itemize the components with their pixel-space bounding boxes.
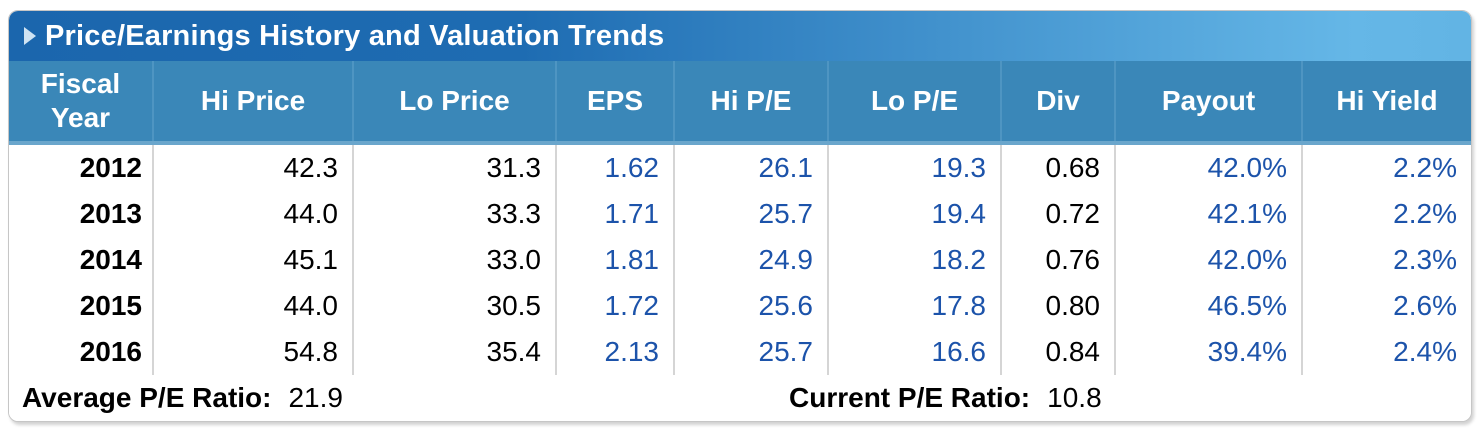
table-row: 2014 45.1 33.0 1.81 24.9 18.2 0.76 42.0% 2.3%: [9, 237, 1471, 283]
cell-lo-price: 30.5: [353, 283, 557, 329]
cell-hi-yield: 2.2%: [1302, 191, 1471, 237]
panel-title: Price/Earnings History and Valuation Tre…: [45, 19, 665, 52]
cell-eps: 1.81: [556, 237, 675, 283]
cell-hi-price: 44.0: [153, 283, 354, 329]
cell-payout: 42.0%: [1115, 237, 1303, 283]
cell-fiscal-year: 2012: [9, 143, 154, 191]
ratio-summary-row: Average P/E Ratio: 21.9 Current P/E Rati…: [9, 375, 1471, 421]
cell-payout: 46.5%: [1115, 283, 1303, 329]
panel-title-bar[interactable]: Price/Earnings History and Valuation Tre…: [9, 11, 1471, 61]
column-header-div: Div: [1000, 61, 1115, 145]
cell-hi-yield: 2.4%: [1302, 329, 1471, 375]
cell-hi-pe: 26.1: [674, 143, 829, 191]
table-row: 2013 44.0 33.3 1.71 25.7 19.4 0.72 42.1% 2.2%: [9, 191, 1471, 237]
column-header-eps: EPS: [555, 61, 674, 145]
header-row: Fiscal Year Hi Price Lo Price EPS Hi P/E…: [9, 61, 1471, 145]
average-pe-label: Average P/E Ratio:: [22, 382, 272, 413]
cell-lo-price: 33.0: [353, 237, 557, 283]
cell-fiscal-year: 2013: [9, 191, 154, 237]
cell-lo-pe: 16.6: [828, 329, 1002, 375]
current-pe-label: Current P/E Ratio:: [789, 382, 1031, 413]
cell-hi-yield: 2.6%: [1302, 283, 1471, 329]
cell-eps: 2.13: [556, 329, 675, 375]
cell-hi-pe: 25.7: [674, 191, 829, 237]
column-header-payout: Payout: [1114, 61, 1302, 145]
cell-hi-yield: 2.2%: [1302, 143, 1471, 191]
table-row: 2015 44.0 30.5 1.72 25.6 17.8 0.80 46.5% 2.6%: [9, 283, 1471, 329]
cell-fiscal-year: 2016: [9, 329, 154, 375]
cell-lo-pe: 17.8: [828, 283, 1002, 329]
table-header: Fiscal Year Hi Price Lo Price EPS Hi P/E…: [9, 61, 1471, 145]
cell-payout: 39.4%: [1115, 329, 1303, 375]
cell-div: 0.80: [1001, 283, 1116, 329]
column-header-fiscal-year: Fiscal Year: [9, 61, 153, 145]
cell-hi-pe: 25.7: [674, 329, 829, 375]
cell-lo-pe: 19.3: [828, 143, 1002, 191]
cell-hi-pe: 25.6: [674, 283, 829, 329]
cell-eps: 1.71: [556, 191, 675, 237]
column-header-lo-pe: Lo P/E: [827, 61, 1001, 145]
cell-hi-pe: 24.9: [674, 237, 829, 283]
cell-lo-pe: 18.2: [828, 237, 1002, 283]
column-header-lo-price: Lo Price: [352, 61, 556, 145]
table-row: 2016 54.8 35.4 2.13 25.7 16.6 0.84 39.4% 2.4%: [9, 329, 1471, 375]
column-header-hi-pe: Hi P/E: [673, 61, 828, 145]
current-pe-group: Current P/E Ratio: 10.8: [789, 375, 1102, 421]
pe-history-table: Fiscal Year Hi Price Lo Price EPS Hi P/E…: [9, 61, 1471, 375]
cell-eps: 1.62: [556, 143, 675, 191]
cell-fiscal-year: 2015: [9, 283, 154, 329]
current-pe-value: 10.8: [1047, 382, 1102, 413]
column-header-hi-yield: Hi Yield: [1301, 61, 1471, 145]
cell-lo-pe: 19.4: [828, 191, 1002, 237]
cell-hi-price: 45.1: [153, 237, 354, 283]
cell-div: 0.76: [1001, 237, 1116, 283]
cell-payout: 42.1%: [1115, 191, 1303, 237]
column-header-hi-price: Hi Price: [152, 61, 353, 145]
cell-hi-price: 42.3: [153, 143, 354, 191]
cell-hi-price: 54.8: [153, 329, 354, 375]
table-body: 2012 42.3 31.3 1.62 26.1 19.3 0.68 42.0% 2.2% 201…: [9, 143, 1471, 375]
average-pe-value: 21.9: [288, 382, 343, 413]
cell-eps: 1.72: [556, 283, 675, 329]
cell-lo-price: 31.3: [353, 143, 557, 191]
cell-lo-price: 33.3: [353, 191, 557, 237]
valuation-trends-panel: Price/Earnings History and Valuation Tre…: [8, 10, 1472, 422]
expander-triangle-icon: [24, 27, 36, 45]
cell-hi-yield: 2.3%: [1302, 237, 1471, 283]
cell-hi-price: 44.0: [153, 191, 354, 237]
cell-fiscal-year: 2014: [9, 237, 154, 283]
cell-div: 0.84: [1001, 329, 1116, 375]
cell-div: 0.72: [1001, 191, 1116, 237]
cell-payout: 42.0%: [1115, 143, 1303, 191]
cell-lo-price: 35.4: [353, 329, 557, 375]
table-row: 2012 42.3 31.3 1.62 26.1 19.3 0.68 42.0% 2.2%: [9, 143, 1471, 191]
cell-div: 0.68: [1001, 143, 1116, 191]
